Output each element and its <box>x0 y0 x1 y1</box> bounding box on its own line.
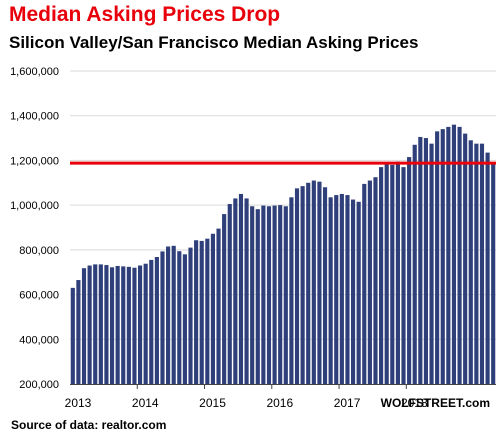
bar <box>126 266 131 384</box>
bar <box>429 143 434 384</box>
bar <box>109 267 115 384</box>
bar <box>418 136 423 384</box>
bar <box>199 240 204 384</box>
bar <box>222 214 227 384</box>
bar <box>93 264 98 384</box>
bar <box>463 133 468 384</box>
bar <box>272 205 277 384</box>
bar <box>171 245 176 384</box>
bar <box>485 152 490 384</box>
bar <box>373 177 378 384</box>
y-tick-label: 200,000 <box>19 379 59 391</box>
bar <box>261 205 266 384</box>
bar <box>143 263 148 384</box>
watermark: WOLFSTREET.com <box>381 396 490 410</box>
bar <box>87 265 92 384</box>
bar <box>334 195 339 384</box>
bar <box>216 228 221 384</box>
bar <box>311 180 316 384</box>
bar <box>440 129 445 384</box>
bar <box>451 124 457 385</box>
bar <box>289 197 294 384</box>
bar <box>401 167 406 384</box>
bar <box>70 287 75 384</box>
bar <box>149 259 154 384</box>
y-tick-label: 400,000 <box>19 334 59 346</box>
y-tick-label: 600,000 <box>19 290 59 302</box>
bar <box>474 143 479 384</box>
bar <box>244 198 249 384</box>
bar <box>188 247 193 384</box>
bar <box>390 164 395 384</box>
y-tick-label: 1,200,000 <box>10 155 59 167</box>
bar <box>345 195 350 384</box>
bar <box>98 264 103 384</box>
bar <box>177 251 182 384</box>
bar <box>350 199 356 384</box>
x-tick-label: 2017 <box>334 396 361 410</box>
x-tick-label: 2013 <box>65 396 92 410</box>
bar <box>266 206 272 384</box>
bar <box>76 280 81 384</box>
bar <box>328 197 333 384</box>
bar <box>294 188 300 384</box>
bar <box>238 193 244 384</box>
bar <box>367 180 372 384</box>
x-axis-ticks <box>136 384 407 389</box>
bar <box>227 204 232 384</box>
chart-subtitle: Silicon Valley/San Francisco Median Aski… <box>9 33 419 52</box>
bar <box>339 193 344 384</box>
source-note: Source of data: realtor.com <box>11 418 167 432</box>
bar <box>412 144 417 384</box>
bar <box>322 187 328 384</box>
bar <box>468 140 473 384</box>
y-tick-label: 1,000,000 <box>10 200 59 212</box>
bar <box>233 198 238 384</box>
bar <box>457 126 462 385</box>
bar <box>154 257 159 384</box>
y-axis-labels: 200,000 400,000 600,000 800,000 1,000,000 1,2… <box>10 66 59 391</box>
bar <box>446 126 451 385</box>
bar <box>379 167 384 384</box>
bar <box>423 138 429 384</box>
x-axis-labels: 2013 2014 2015 2016 2017 2018 <box>65 396 428 410</box>
bar <box>306 182 311 384</box>
y-tick-label: 1,600,000 <box>10 66 59 78</box>
y-tick-label: 1,400,000 <box>10 111 59 123</box>
x-tick-label: 2018 <box>401 396 428 410</box>
y-tick-label: 800,000 <box>19 245 59 257</box>
bar <box>317 181 322 384</box>
bar <box>435 131 440 384</box>
x-tick-label: 2015 <box>199 396 226 410</box>
bar <box>384 163 389 384</box>
bar <box>182 254 187 384</box>
bar <box>205 238 210 384</box>
bar <box>395 161 400 384</box>
x-tick-label: 2014 <box>132 396 159 410</box>
bar <box>250 206 255 384</box>
bar <box>407 157 412 384</box>
bar <box>356 201 361 384</box>
bar <box>210 233 216 384</box>
bar <box>278 205 283 384</box>
bar <box>104 265 109 384</box>
bar <box>362 183 367 384</box>
bar <box>491 162 496 384</box>
bar <box>137 265 143 384</box>
bars <box>70 124 496 385</box>
bar <box>300 186 305 384</box>
bar <box>283 206 288 384</box>
bar <box>255 209 260 384</box>
bar <box>166 246 171 384</box>
bar <box>194 240 199 384</box>
x-tick-label: 2016 <box>266 396 293 410</box>
bar <box>132 267 137 384</box>
bar <box>121 266 126 384</box>
bar <box>479 143 485 384</box>
bar <box>81 268 87 384</box>
bar <box>115 265 120 384</box>
bar <box>160 251 165 384</box>
chart-title: Median Asking Prices Drop <box>9 3 281 26</box>
